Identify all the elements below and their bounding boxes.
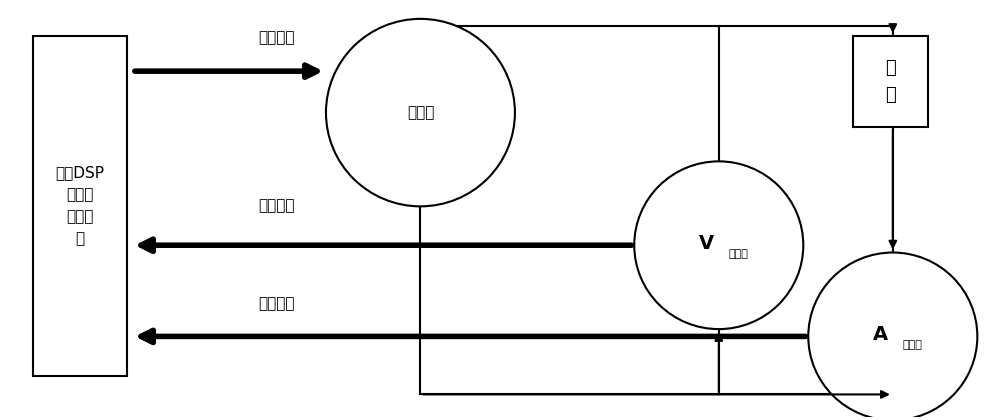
Text: 电压测量: 电压测量 xyxy=(258,198,294,213)
Text: 带有DSP
控制板
的工控
机: 带有DSP 控制板 的工控 机 xyxy=(55,165,104,247)
Text: 电压表: 电压表 xyxy=(729,249,749,259)
Bar xyxy=(33,36,127,376)
Text: V: V xyxy=(699,234,714,253)
Bar xyxy=(853,36,928,127)
Text: 试
品: 试 品 xyxy=(885,59,896,104)
Text: 电流表: 电流表 xyxy=(903,340,923,350)
Ellipse shape xyxy=(326,19,515,206)
Text: A: A xyxy=(873,325,888,344)
Ellipse shape xyxy=(808,252,977,420)
Text: 电压源: 电压源 xyxy=(407,105,434,120)
Ellipse shape xyxy=(634,161,803,329)
Text: 电压调节: 电压调节 xyxy=(258,31,294,45)
Text: 电流测量: 电流测量 xyxy=(258,296,294,311)
